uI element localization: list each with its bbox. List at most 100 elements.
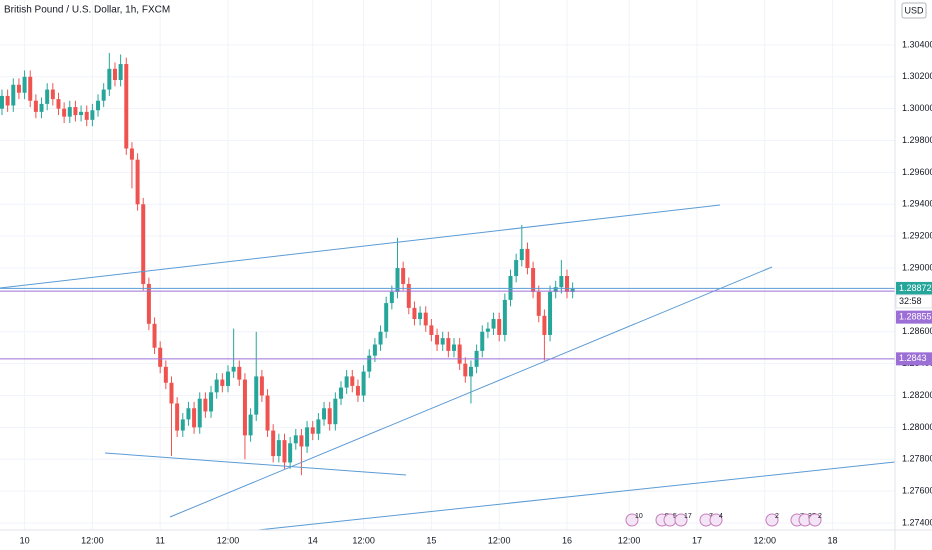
countdown: 32:58 xyxy=(899,296,922,306)
candle-body xyxy=(141,204,146,284)
price-badge-label: 1.2843 xyxy=(899,353,927,363)
candle-body xyxy=(367,355,372,372)
candle-body xyxy=(401,268,406,284)
y-tick-label: 1.27400 xyxy=(902,517,932,527)
event-count: 5 xyxy=(673,513,677,520)
candle-body xyxy=(163,366,168,383)
grid xyxy=(0,0,895,530)
candle-body xyxy=(440,338,445,345)
candle-body xyxy=(11,84,16,106)
candle-body xyxy=(406,283,411,308)
candle-body xyxy=(322,408,327,420)
candle-body xyxy=(271,430,276,457)
y-tick-label: 1.30000 xyxy=(902,103,932,113)
candle-body xyxy=(435,334,440,345)
candle-body xyxy=(288,443,293,463)
event-icon xyxy=(808,513,822,527)
candle-body xyxy=(514,260,519,276)
candle-body xyxy=(310,427,315,434)
candle-body xyxy=(519,248,524,261)
trend-line xyxy=(0,204,721,289)
candle-body xyxy=(485,328,490,332)
candle-body xyxy=(146,283,151,324)
event-count: 10 xyxy=(635,513,643,520)
candle-body xyxy=(84,111,89,120)
candle-body xyxy=(118,64,123,80)
candle-body xyxy=(203,398,208,412)
candle-body xyxy=(559,275,564,288)
candle-body xyxy=(67,107,72,117)
candle-body xyxy=(112,68,117,80)
candle-body xyxy=(276,440,281,457)
x-tick-label: 15 xyxy=(426,535,436,545)
candle-body xyxy=(570,288,575,292)
candle-body xyxy=(124,64,129,149)
candle-body xyxy=(282,440,287,463)
candle-body xyxy=(175,403,180,431)
candle-body xyxy=(423,312,428,326)
candle-body xyxy=(96,100,101,111)
candle-body xyxy=(293,435,298,444)
candle-body xyxy=(344,376,349,388)
price-badge-label: 1.28855 xyxy=(899,312,932,322)
candle-body xyxy=(254,376,259,415)
candle-body xyxy=(338,387,343,399)
candle-body xyxy=(0,95,4,109)
candle-body xyxy=(480,331,485,351)
candle-body xyxy=(180,419,185,431)
event-icon xyxy=(709,513,723,527)
countdown-badge xyxy=(895,294,932,309)
candle-body xyxy=(446,338,451,351)
event-icon xyxy=(625,513,639,527)
candle-body xyxy=(169,382,174,404)
event-icon xyxy=(765,513,779,527)
currency-button[interactable] xyxy=(901,2,927,19)
candle-body xyxy=(565,275,570,292)
candle-body xyxy=(231,366,236,372)
candle-body xyxy=(50,89,55,100)
candle-body xyxy=(327,408,332,425)
y-tick-label: 1.30400 xyxy=(902,39,932,49)
candle-body xyxy=(553,287,558,292)
candle-body xyxy=(73,107,78,116)
y-tick-label: 1.29000 xyxy=(902,262,932,272)
candle-body xyxy=(457,344,462,364)
x-tick-label: 14 xyxy=(308,535,318,545)
y-tick-label: 1.30200 xyxy=(902,71,932,81)
candle-body xyxy=(361,371,366,396)
trend-line xyxy=(104,452,407,476)
candle-body xyxy=(135,159,140,205)
candle-body xyxy=(542,315,547,335)
candle-body xyxy=(90,110,95,120)
candle-body xyxy=(101,89,106,101)
event-count: 17 xyxy=(684,513,692,520)
x-tick-label: 18 xyxy=(828,535,838,545)
y-tick-label: 1.28600 xyxy=(902,326,932,336)
candle-body xyxy=(33,100,38,112)
candle-body xyxy=(389,291,394,304)
currency-label[interactable]: USD xyxy=(904,5,924,15)
candle-body xyxy=(412,307,417,320)
x-tick-label: 17 xyxy=(692,535,702,545)
x-tick-label: 11 xyxy=(156,535,165,545)
candle-body xyxy=(548,291,553,335)
x-tick-label: 12:00 xyxy=(753,535,776,545)
candle-body xyxy=(384,303,389,332)
candle-body xyxy=(536,291,541,316)
candle-body xyxy=(225,371,230,386)
candle-body xyxy=(186,408,191,420)
candle-body xyxy=(39,103,44,112)
overlay xyxy=(0,287,895,360)
candle-body xyxy=(531,268,536,292)
candle-body xyxy=(79,111,84,116)
event-count: 2 xyxy=(818,513,822,520)
candle-body xyxy=(350,376,355,386)
event-count: 2 xyxy=(775,513,779,520)
candle-body xyxy=(491,319,496,329)
candle-body xyxy=(265,395,270,431)
candle-body xyxy=(316,419,321,434)
candle-body xyxy=(56,99,61,109)
candle-body xyxy=(22,76,27,93)
y-tick-label: 1.29800 xyxy=(902,135,932,145)
